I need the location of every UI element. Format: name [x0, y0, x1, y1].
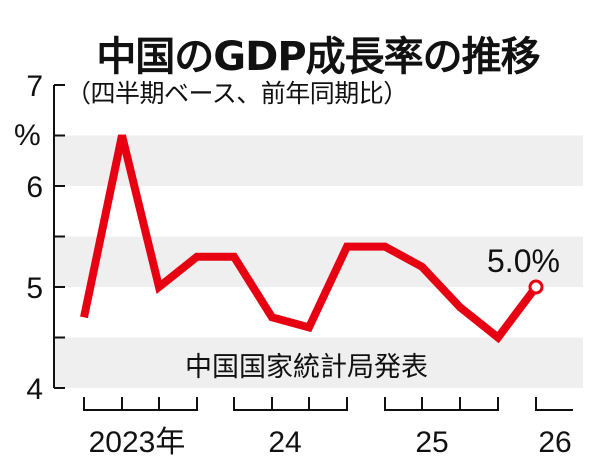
x-group-label: 24	[268, 426, 301, 459]
y-unit-label: %	[14, 119, 41, 152]
latest-value-label: 5.0%	[487, 243, 560, 279]
x-group-label: 2023年	[89, 426, 186, 459]
y-tick-label: 5	[26, 272, 43, 305]
grid-band	[55, 337, 583, 388]
grid-bands	[55, 135, 583, 388]
y-tick-label: 4	[26, 373, 43, 406]
y-tick-label: 7	[26, 70, 43, 103]
chart-subtitle: （四半期ベース、前年同期比）	[66, 79, 408, 108]
y-tick-label: 6	[26, 171, 43, 204]
latest-point-marker	[528, 279, 544, 295]
y-axis: 4 5 6 7	[26, 70, 65, 406]
x-group-label: 26	[538, 426, 571, 459]
grid-band	[55, 135, 583, 186]
gdp-growth-line	[80, 134, 540, 344]
source-note: 中国国家統計局発表	[185, 352, 428, 383]
chart-title: 中国のGDP成長率の推移	[96, 34, 540, 80]
grid-band	[55, 236, 583, 287]
x-group-label: 25	[415, 426, 448, 459]
x-axis: 2023年 24 25 26	[83, 397, 573, 459]
